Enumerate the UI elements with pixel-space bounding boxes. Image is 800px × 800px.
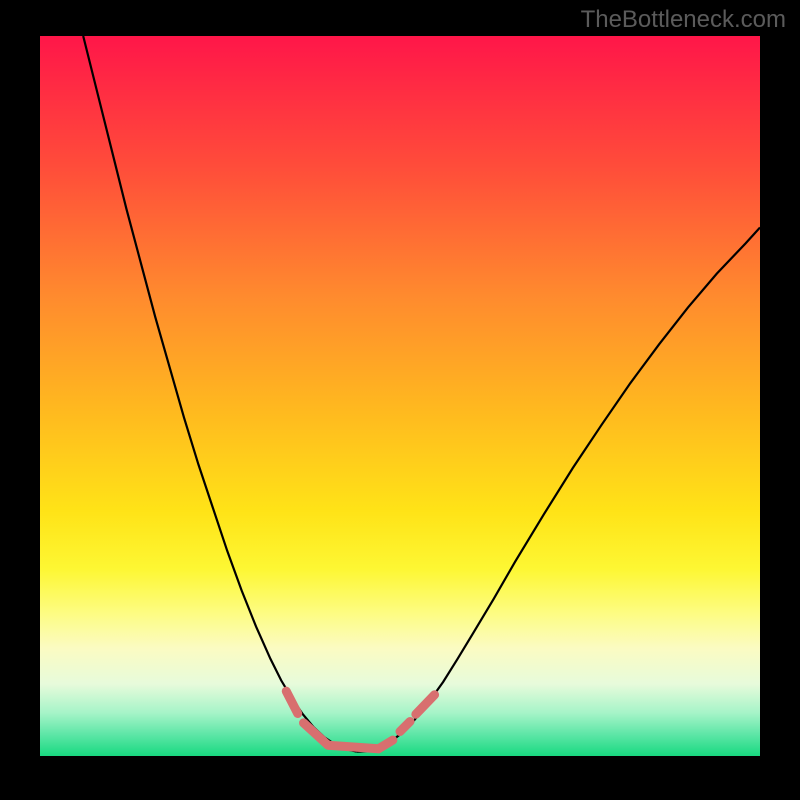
plot-background	[40, 36, 760, 756]
chart-root: TheBottleneck.com	[0, 0, 800, 800]
chart-svg	[0, 0, 800, 800]
highlight-segment	[328, 745, 378, 749]
watermark-text: TheBottleneck.com	[581, 6, 786, 34]
